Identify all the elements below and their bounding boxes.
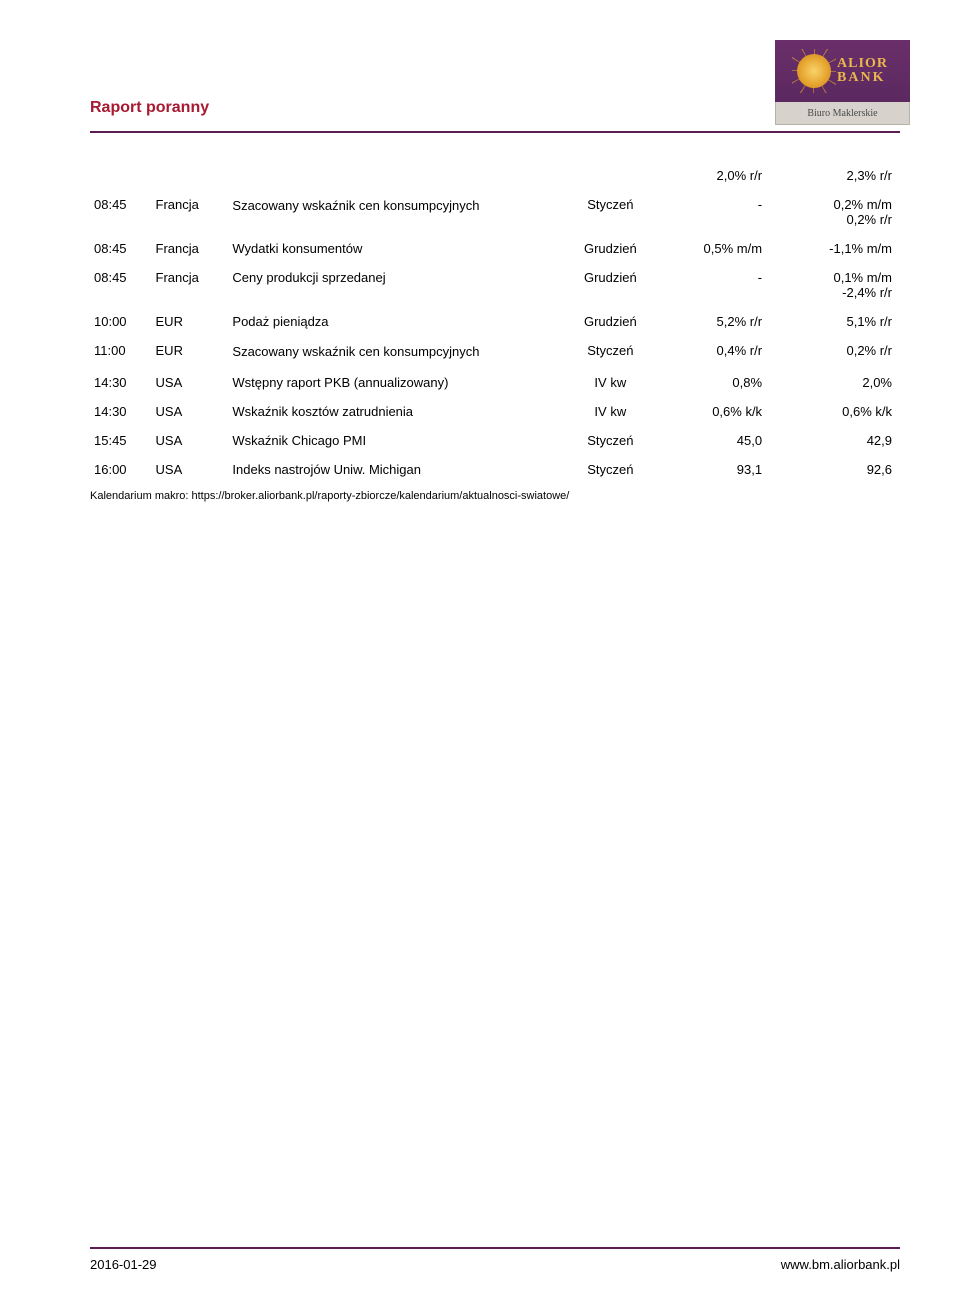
cell-region: EUR xyxy=(152,336,229,368)
source-url[interactable]: https://broker.aliorbank.pl/raporty-zbio… xyxy=(192,490,570,502)
table-row: 11:00EURSzacowany wskaźnik cen konsumpcy… xyxy=(90,336,900,368)
cell-time: 14:30 xyxy=(90,397,152,426)
table-row: 08:45FrancjaCeny produkcji sprzedanejGru… xyxy=(90,263,900,307)
cell-val: 42,9 xyxy=(782,426,900,455)
cell-region: Francja xyxy=(152,263,229,307)
cell-event: Ceny produkcji sprzedanej xyxy=(228,263,556,307)
table-row: 14:30USAWskaźnik kosztów zatrudnieniaIV … xyxy=(90,397,900,426)
cell-time: 08:45 xyxy=(90,263,152,307)
brand-logo: ALIOR BANK Biuro Maklerskie xyxy=(775,40,910,125)
cell-event: Indeks nastrojów Uniw. Michigan xyxy=(228,455,556,484)
cell-period: IV kw xyxy=(557,368,665,397)
cell-event: Szacowany wskaźnik cen konsumpcyjnych xyxy=(228,336,556,368)
cell-event: Wskaźnik Chicago PMI xyxy=(228,426,556,455)
footer-date: 2016-01-29 xyxy=(90,1257,157,1272)
table-row: 14:30USAWstępny raport PKB (annualizowan… xyxy=(90,368,900,397)
footer-site[interactable]: www.bm.aliorbank.pl xyxy=(781,1257,900,1272)
cell-period: Styczeń xyxy=(557,190,665,234)
cell-time: 11:00 xyxy=(90,336,152,368)
cell-prev: 93,1 xyxy=(664,455,782,484)
table-row: 2,0% r/r2,3% r/r xyxy=(90,161,900,190)
table-row: 15:45USAWskaźnik Chicago PMIStyczeń45,04… xyxy=(90,426,900,455)
cell-time: 10:00 xyxy=(90,307,152,336)
cell-prev: 5,2% r/r xyxy=(664,307,782,336)
cell-region: USA xyxy=(152,368,229,397)
cell-val: 2,0% xyxy=(782,368,900,397)
cell-period: Styczeń xyxy=(557,426,665,455)
logo-line1: ALIOR xyxy=(837,57,888,71)
cell-prev: - xyxy=(664,263,782,307)
cell-region: EUR xyxy=(152,307,229,336)
cell-period: Styczeń xyxy=(557,455,665,484)
cell-prev: 0,4% r/r xyxy=(664,336,782,368)
cell-event: Szacowany wskaźnik cen konsumpcyjnych xyxy=(228,190,556,234)
cell-region: Francja xyxy=(152,190,229,234)
cell-time: 14:30 xyxy=(90,368,152,397)
cell-period: Grudzień xyxy=(557,307,665,336)
table-row: 16:00USAIndeks nastrojów Uniw. MichiganS… xyxy=(90,455,900,484)
table-row: 08:45FrancjaSzacowany wskaźnik cen konsu… xyxy=(90,190,900,234)
logo-subtitle: Biuro Maklerskie xyxy=(775,102,910,125)
events-table: 2,0% r/r2,3% r/r08:45FrancjaSzacowany ws… xyxy=(90,161,900,484)
cell-time: 08:45 xyxy=(90,190,152,234)
cell-prev: - xyxy=(664,190,782,234)
cell-event: Wskaźnik kosztów zatrudnienia xyxy=(228,397,556,426)
cell-event: Wstępny raport PKB (annualizowany) xyxy=(228,368,556,397)
cell-period: Grudzień xyxy=(557,234,665,263)
cell-val: 92,6 xyxy=(782,455,900,484)
sun-icon xyxy=(797,54,831,88)
cell-prev: 45,0 xyxy=(664,426,782,455)
cell-region: USA xyxy=(152,426,229,455)
cell-val: 2,3% r/r xyxy=(782,161,900,190)
cell-region: USA xyxy=(152,455,229,484)
cell-period: Styczeń xyxy=(557,336,665,368)
table-row: 08:45FrancjaWydatki konsumentówGrudzień0… xyxy=(90,234,900,263)
source-label: Kalendarium makro: xyxy=(90,490,188,502)
page-title: Raport poranny xyxy=(90,99,209,125)
cell-val: 0,6% k/k xyxy=(782,397,900,426)
cell-prev: 0,8% xyxy=(664,368,782,397)
cell-val: 0,2% r/r xyxy=(782,336,900,368)
cell-prev: 0,6% k/k xyxy=(664,397,782,426)
cell-time: 15:45 xyxy=(90,426,152,455)
cell-period: IV kw xyxy=(557,397,665,426)
cell-region: Francja xyxy=(152,234,229,263)
cell-val: 0,1% m/m-2,4% r/r xyxy=(782,263,900,307)
logo-line2: BANK xyxy=(837,71,888,85)
cell-event: Wydatki konsumentów xyxy=(228,234,556,263)
cell-prev: 2,0% r/r xyxy=(664,161,782,190)
cell-val: -1,1% m/m xyxy=(782,234,900,263)
cell-event: Podaż pieniądza xyxy=(228,307,556,336)
cell-time: 08:45 xyxy=(90,234,152,263)
cell-prev: 0,5% m/m xyxy=(664,234,782,263)
cell-val: 5,1% r/r xyxy=(782,307,900,336)
cell-region: USA xyxy=(152,397,229,426)
cell-val: 0,2% m/m0,2% r/r xyxy=(782,190,900,234)
cell-period: Grudzień xyxy=(557,263,665,307)
table-row: 10:00EURPodaż pieniądzaGrudzień5,2% r/r5… xyxy=(90,307,900,336)
header-rule xyxy=(90,131,900,133)
cell-time: 16:00 xyxy=(90,455,152,484)
